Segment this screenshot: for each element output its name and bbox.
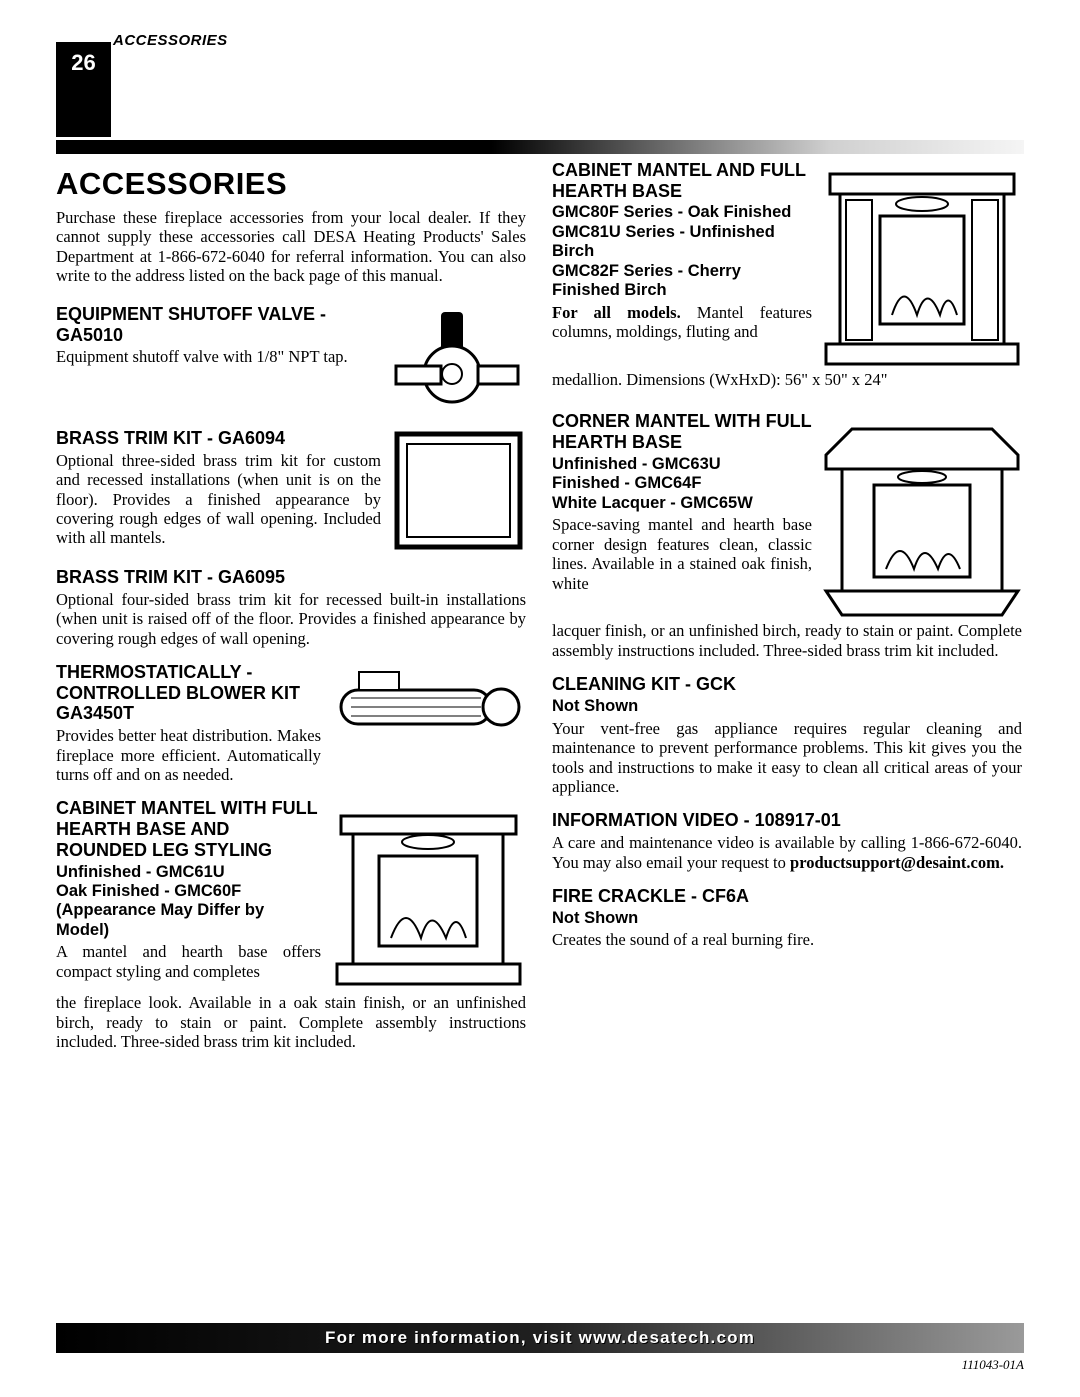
right-column: CABINET MANTEL AND FULL HEARTH BASE GMC8… (552, 160, 1022, 1066)
footer-text: For more information, visit www.desatech… (325, 1328, 755, 1348)
item-desc: Equipment shutoff valve with 1/8" NPT ta… (56, 347, 376, 366)
item-desc: Provides better heat distribution. Makes… (56, 726, 321, 784)
item-desc-rest: the fireplace look. Available in a oak s… (56, 993, 526, 1051)
mantel-flat-icon (331, 798, 526, 993)
header-gradient-bar (56, 140, 1024, 154)
bold-lead: For all models. (552, 303, 681, 322)
item-title: CABINET MANTEL AND FULL HEARTH BASE (552, 160, 812, 201)
accessory-item: CABINET MANTEL AND FULL HEARTH BASE GMC8… (552, 160, 1022, 389)
accessory-item: THERMOSTATICALLY - CONTROLLED BLOWER KIT… (56, 662, 526, 784)
mantel-column-icon (822, 160, 1022, 370)
item-subtitle: GMC80F Series - Oak Finished GMC81U Seri… (552, 203, 812, 300)
accessory-item: FIRE CRACKLE - CF6A Not Shown Creates th… (552, 886, 1022, 950)
accessory-item: CABINET MANTEL WITH FULL HEARTH BASE AND… (56, 798, 526, 1051)
item-desc-rest: lacquer finish, or an unfinished birch, … (552, 621, 1022, 660)
item-title: CABINET MANTEL WITH FULL HEARTH BASE AND… (56, 798, 321, 860)
header: ACCESSORIES 26 (0, 0, 1080, 140)
accessory-item: CLEANING KIT - GCK Not Shown Your vent-f… (552, 674, 1022, 796)
valve-icon (386, 304, 526, 414)
left-column: ACCESSORIES Purchase these fireplace acc… (56, 160, 526, 1066)
item-title: CORNER MANTEL WITH FULL HEARTH BASE (552, 411, 812, 452)
accessory-item: INFORMATION VIDEO - 108917-01 A care and… (552, 810, 1022, 872)
item-subtitle: Unfinished - GMC61U Oak Finished - GMC60… (56, 863, 321, 941)
item-subtitle: Not Shown (552, 909, 1022, 928)
item-title: INFORMATION VIDEO - 108917-01 (552, 810, 1022, 831)
item-subtitle: Not Shown (552, 697, 1022, 716)
item-desc: Optional three-sided brass trim kit for … (56, 451, 381, 548)
document-id: 111043-01A (962, 1357, 1024, 1373)
item-desc: Creates the sound of a real burning fire… (552, 930, 1022, 949)
item-desc-lead: For all models. Mantel features columns,… (552, 303, 812, 342)
accessory-item: BRASS TRIM KIT - GA6095 Optional four-si… (56, 567, 526, 648)
section-title: ACCESSORIES (56, 166, 526, 202)
trim-frame-icon (391, 428, 526, 553)
blower-icon (331, 662, 526, 752)
page: ACCESSORIES 26 ACCESSORIES Purchase thes… (0, 0, 1080, 1397)
item-desc: Your vent-free gas appliance requires re… (552, 719, 1022, 797)
item-title: CLEANING KIT - GCK (552, 674, 1022, 695)
intro-paragraph: Purchase these fireplace accessories fro… (56, 208, 526, 286)
item-title: FIRE CRACKLE - CF6A (552, 886, 1022, 907)
item-subtitle: Unfinished - GMC63U Finished - GMC64F Wh… (552, 455, 812, 513)
accessory-item: BRASS TRIM KIT - GA6094 Optional three-s… (56, 428, 526, 553)
item-title: EQUIPMENT SHUTOFF VALVE - GA5010 (56, 304, 376, 345)
item-desc: A care and maintenance video is availabl… (552, 833, 1022, 872)
footer-bar: For more information, visit www.desatech… (56, 1323, 1024, 1353)
accessory-item: EQUIPMENT SHUTOFF VALVE - GA5010 Equipme… (56, 304, 526, 414)
item-desc-lead: Space-saving mantel and hearth base corn… (552, 515, 812, 593)
content-columns: ACCESSORIES Purchase these fireplace acc… (56, 160, 1024, 1066)
header-label: ACCESSORIES (113, 32, 228, 49)
item-title: THERMOSTATICALLY - CONTROLLED BLOWER KIT… (56, 662, 321, 724)
email-text: productsupport@desaint.com. (790, 853, 1004, 872)
page-number: 26 (56, 42, 111, 137)
item-desc-rest: medallion. Dimensions (WxHxD): 56" x 50"… (552, 370, 1022, 389)
item-desc-lead: A mantel and hearth base offers compact … (56, 942, 321, 981)
mantel-corner-icon (822, 411, 1022, 621)
item-desc: Optional four-sided brass trim kit for r… (56, 590, 526, 648)
item-title: BRASS TRIM KIT - GA6095 (56, 567, 526, 588)
item-title: BRASS TRIM KIT - GA6094 (56, 428, 381, 449)
accessory-item: CORNER MANTEL WITH FULL HEARTH BASE Unfi… (552, 411, 1022, 660)
